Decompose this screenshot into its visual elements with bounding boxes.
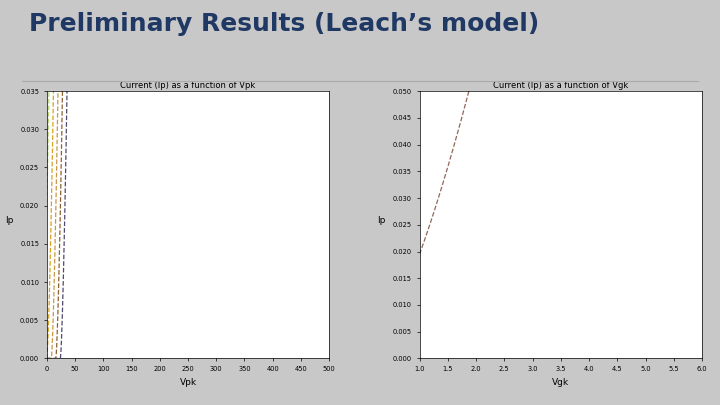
X-axis label: Vpk: Vpk (179, 377, 197, 387)
X-axis label: Vgk: Vgk (552, 377, 570, 387)
Y-axis label: Ip: Ip (377, 216, 386, 225)
Text: Preliminary Results (Leach’s model): Preliminary Results (Leach’s model) (29, 12, 539, 36)
Title: Current (Ip) as a function of Vgk: Current (Ip) as a function of Vgk (493, 81, 629, 90)
Y-axis label: Ip: Ip (5, 216, 13, 225)
Title: Current (Ip) as a function of Vpk: Current (Ip) as a function of Vpk (120, 81, 256, 90)
